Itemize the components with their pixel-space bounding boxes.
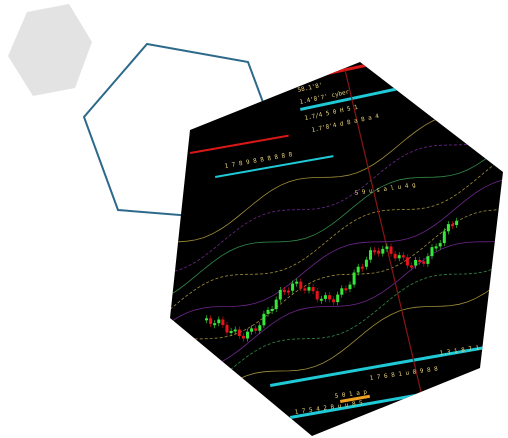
orange-level-bar <box>340 394 371 403</box>
indicator-band <box>170 138 503 296</box>
chart-label-8: 5 0 1 a p <box>334 388 368 400</box>
indicator-band <box>170 154 503 310</box>
red-level-bar-left <box>190 134 289 154</box>
vertical-marker-line <box>344 69 431 431</box>
cyan-level-bar-bottom <box>269 345 488 387</box>
indicator-band <box>170 209 503 343</box>
indicator-band <box>170 238 503 372</box>
gray-hexagon <box>8 4 92 96</box>
indicator-band <box>170 178 503 323</box>
indicator-band <box>170 126 503 273</box>
candlesticks <box>205 217 459 342</box>
cyan-level-bar-left <box>215 155 334 178</box>
